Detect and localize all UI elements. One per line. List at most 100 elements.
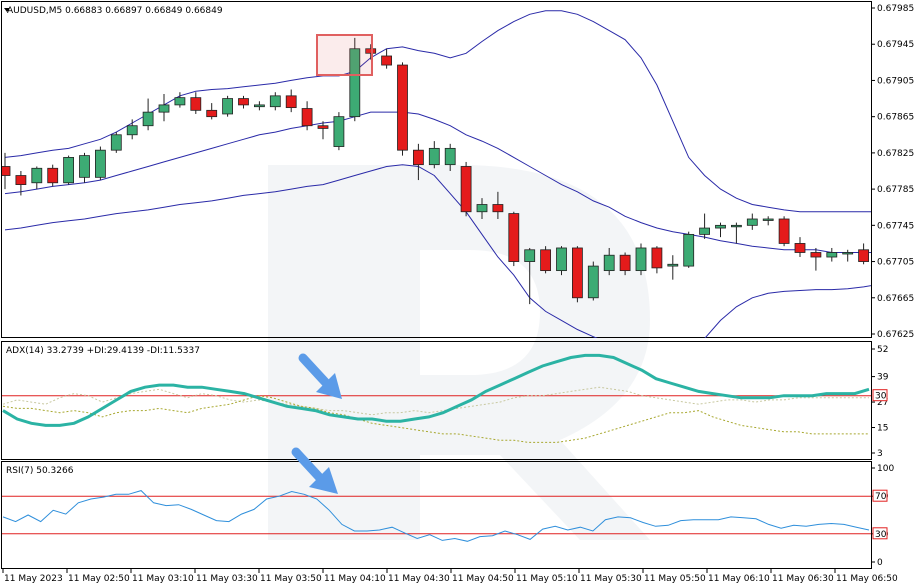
- adx-tick-label: 39: [877, 373, 889, 383]
- candle-body: [428, 147, 440, 166]
- candle-body: [47, 167, 59, 184]
- time-tick-label: 11 May 2023: [4, 574, 63, 584]
- bollinger-lower-line: [4, 164, 871, 338]
- rsi-level-label: 70: [875, 492, 887, 502]
- candle-body: [651, 247, 663, 269]
- rsi-pane-frame: [1, 461, 872, 569]
- time-tick-label: 11 May 02:50: [68, 574, 130, 584]
- candle: [269, 92, 281, 111]
- time-tick-label: 11 May 06:10: [708, 574, 770, 584]
- candle: [476, 198, 488, 219]
- adx-header: ADX(14) 33.2739 +DI:29.4139 -DI:11.5337: [6, 346, 200, 356]
- candle: [810, 247, 822, 271]
- adx-tick-label: 27: [877, 398, 888, 408]
- adx-level-label: 30: [875, 392, 887, 402]
- candle: [524, 247, 536, 305]
- candle: [285, 89, 297, 113]
- candle-body: [110, 134, 122, 151]
- price-tick-label: 0.67825: [877, 149, 914, 159]
- candle-body: [556, 247, 567, 272]
- candle-body: [699, 227, 710, 235]
- candle: [190, 92, 202, 114]
- candle: [365, 44, 377, 60]
- candle: [556, 246, 567, 276]
- candle-body: [95, 149, 106, 178]
- candle-body: [731, 224, 742, 228]
- candle: [47, 164, 59, 187]
- candle-body: [126, 125, 138, 136]
- adx-pane: [2, 353, 871, 443]
- adx-tick-label: 52: [877, 345, 888, 355]
- candle: [110, 132, 122, 153]
- rsi-header: RSI(7) 50.3266: [6, 466, 74, 476]
- candle: [63, 155, 74, 185]
- candle: [428, 141, 440, 169]
- candle: [762, 216, 774, 226]
- adx-tick-label: 15: [877, 424, 888, 434]
- price-tick-label: 0.67785: [877, 185, 914, 195]
- candle-body: [285, 95, 297, 109]
- chart-symbol-header: AUDUSD,M5 0.66883 0.66897 0.66849 0.6684…: [7, 6, 223, 16]
- time-tick-label: 11 May 06:30: [772, 574, 834, 584]
- candle: [397, 62, 408, 156]
- candle-body: [476, 204, 488, 213]
- candle: [238, 95, 249, 109]
- price-tick-label: 0.67745: [877, 221, 914, 231]
- candle: [619, 252, 631, 276]
- candle-body: [381, 55, 393, 66]
- time-tick-label: 11 May 03:10: [132, 574, 194, 584]
- candle-body: [508, 213, 520, 262]
- candle: [174, 92, 186, 108]
- candle: [508, 211, 520, 267]
- dropdown-icon[interactable]: [4, 8, 10, 12]
- candle: [572, 246, 583, 303]
- axes: 0.67985 0.67945 0.67905 0.67865 0.67825 0.677…: [2, 4, 914, 584]
- candle: [412, 143, 424, 181]
- candle-body: [858, 249, 869, 262]
- price-tick-label: 0.67905: [877, 76, 914, 86]
- candle: [587, 261, 599, 301]
- candle-body: [15, 175, 27, 185]
- candle: [667, 255, 679, 280]
- candle-body: [524, 249, 536, 262]
- candle-body: [619, 254, 631, 272]
- rsi-pane: [2, 490, 871, 542]
- candle: [635, 243, 647, 276]
- candle: [651, 246, 663, 274]
- candle: [746, 213, 758, 230]
- price-tick-label: 0.67945: [877, 40, 914, 50]
- candle-body: [301, 108, 313, 127]
- price-tick-label: 0.67625: [877, 330, 914, 340]
- candle: [79, 152, 90, 183]
- candle-body: [746, 218, 758, 226]
- minus-di-line: [2, 395, 869, 443]
- arrow-rsi: [291, 447, 338, 494]
- adx-tick-label: 3: [877, 449, 883, 459]
- candle: [699, 213, 710, 239]
- candle-body: [794, 243, 806, 253]
- candle-body: [79, 155, 90, 178]
- candle-body: [253, 104, 265, 108]
- candle: [301, 101, 313, 131]
- candle: [333, 112, 345, 151]
- rsi-level-label: 30: [875, 530, 887, 540]
- candle-body: [365, 48, 377, 54]
- candle: [603, 247, 615, 276]
- candle-body: [158, 104, 170, 113]
- price-tick-label: 0.67665: [877, 294, 914, 304]
- candle-body: [63, 157, 74, 184]
- candle-body: [349, 48, 361, 118]
- candle-body: [715, 224, 726, 229]
- bollinger-middle-line: [4, 111, 871, 253]
- adx-line: [2, 353, 870, 427]
- rsi-level-badge: [872, 489, 888, 502]
- candle-body: [667, 263, 679, 267]
- rsi-tick-label: 100: [877, 464, 894, 474]
- candle-body: [603, 254, 615, 272]
- candle: [349, 37, 361, 122]
- candle: [731, 222, 742, 244]
- candle: [95, 146, 106, 181]
- candle-body: [2, 166, 11, 176]
- candle-body: [778, 218, 790, 244]
